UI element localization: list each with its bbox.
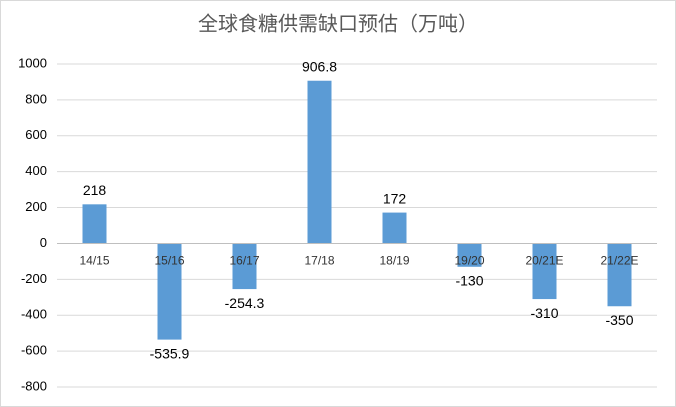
x-tick-label: 14/15 xyxy=(79,254,109,268)
value-label: 172 xyxy=(383,190,407,206)
bar xyxy=(382,212,407,244)
x-tick-label: 17/18 xyxy=(304,254,334,268)
bar xyxy=(157,243,182,340)
value-label: -310 xyxy=(530,305,558,321)
value-label: -535.9 xyxy=(150,345,190,361)
chart-title: 全球食糖供需缺口预估（万吨） xyxy=(198,12,478,35)
bar xyxy=(532,243,557,300)
value-label: 218 xyxy=(83,182,107,198)
y-tick-label: -200 xyxy=(21,271,47,286)
y-tick-label: 200 xyxy=(25,199,47,214)
y-tick-label: -400 xyxy=(21,307,47,322)
bar xyxy=(232,243,257,290)
y-tick-label: -800 xyxy=(21,378,47,393)
value-label: -254.3 xyxy=(225,295,265,311)
x-tick-label: 16/17 xyxy=(229,254,259,268)
x-tick-label: 19/20 xyxy=(454,254,484,268)
y-tick-label: -600 xyxy=(21,343,47,358)
value-label: -350 xyxy=(605,312,633,328)
bar xyxy=(607,243,632,307)
x-tick-label: 21/22E xyxy=(600,254,638,268)
value-label: 906.8 xyxy=(302,58,337,74)
y-tick-label: 600 xyxy=(25,127,47,142)
y-tick-label: 400 xyxy=(25,163,47,178)
x-tick-label: 18/19 xyxy=(379,254,409,268)
y-tick-label: 800 xyxy=(25,91,47,106)
bar xyxy=(82,204,107,244)
value-label: -130 xyxy=(455,272,483,288)
x-tick-label: 20/21E xyxy=(525,254,563,268)
bar xyxy=(307,80,332,244)
bar xyxy=(457,243,482,267)
x-tick-label: 15/16 xyxy=(154,254,184,268)
y-tick-label: 0 xyxy=(40,235,47,250)
y-tick-label: 1000 xyxy=(18,55,47,70)
